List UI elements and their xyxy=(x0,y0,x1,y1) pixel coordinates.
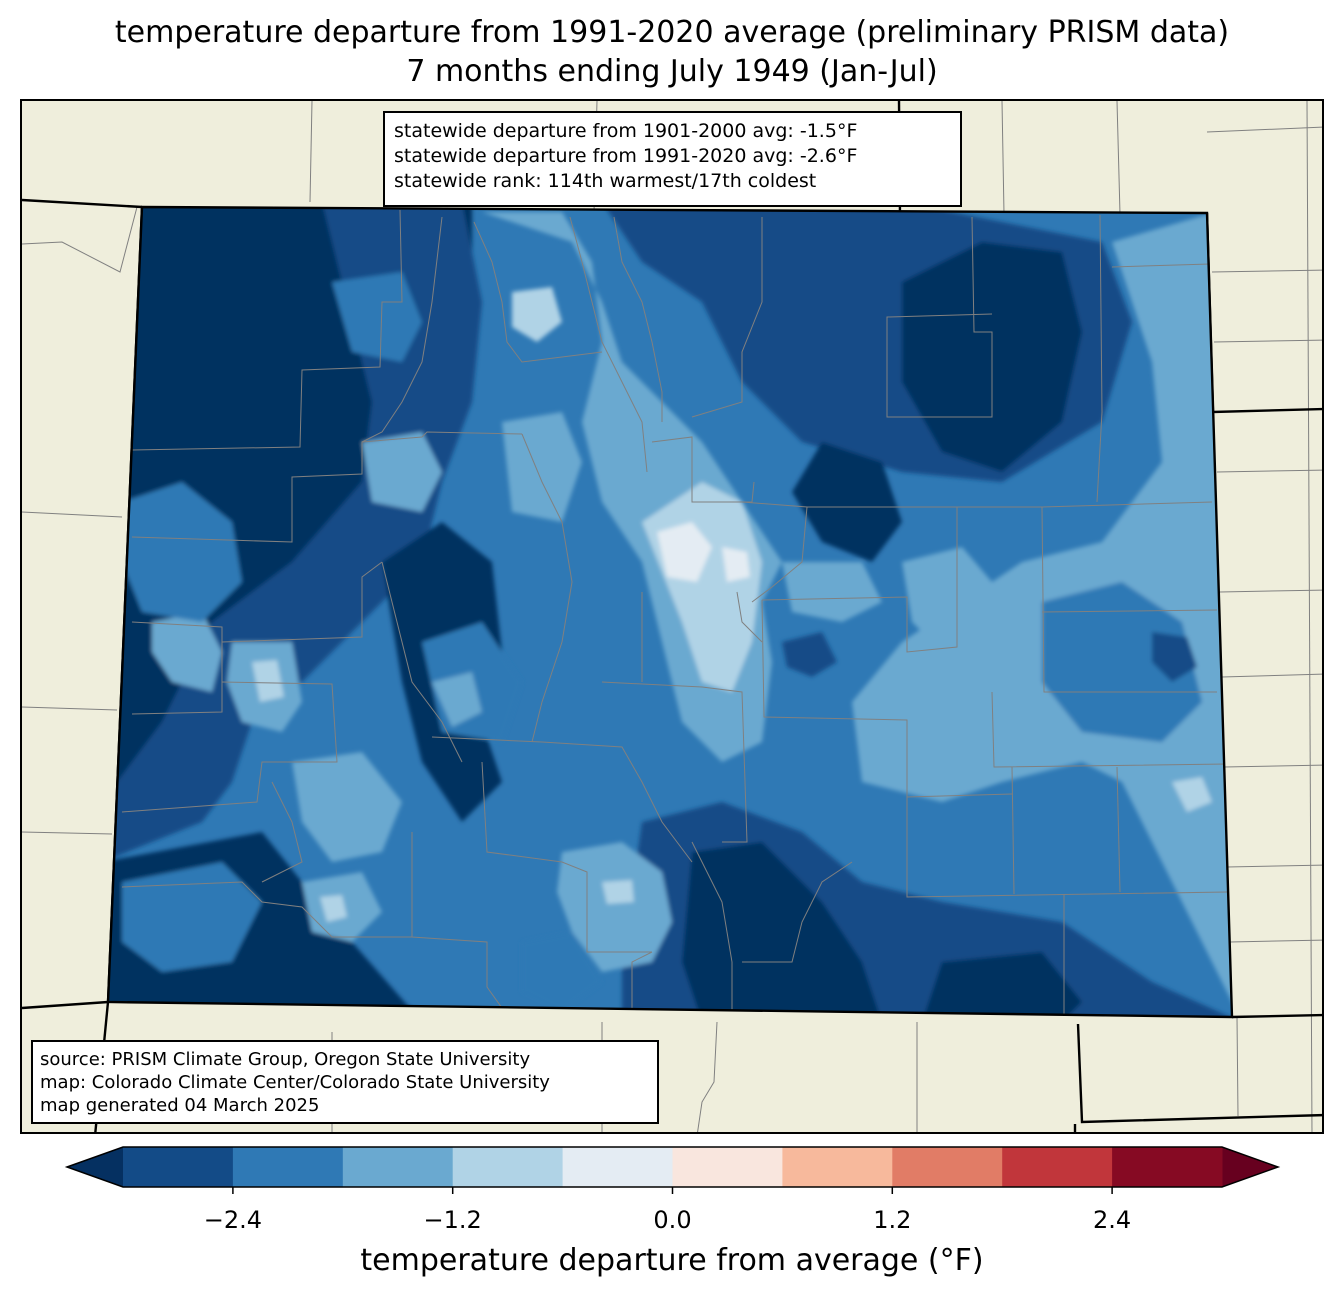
map-title: temperature departure from 1991-2020 ave… xyxy=(114,15,1230,50)
colorbar-label: temperature departure from average (°F) xyxy=(360,1243,984,1278)
statewide-stats-box: statewide departure from 1901-2000 avg: … xyxy=(383,111,962,207)
county-lines xyxy=(121,209,1228,1017)
colorbar-segment xyxy=(123,1147,234,1187)
source-box: source: PRISM Climate Group, Oregon Stat… xyxy=(31,1040,659,1124)
colorbar-segment xyxy=(562,1147,673,1187)
colorbar-segment xyxy=(672,1147,783,1187)
colorbar-outline xyxy=(64,1146,1281,1188)
map-frame xyxy=(20,99,1324,1134)
colorbar-segment xyxy=(892,1147,1003,1187)
colorbar-under-arrow xyxy=(67,1147,123,1187)
colorbar-tick-label: −1.2 xyxy=(423,1206,482,1234)
colorbar-over-arrow xyxy=(1222,1147,1278,1187)
map-credit-text: map: Colorado Climate Center/Colorado St… xyxy=(40,1072,550,1093)
departure-1991-2020-text: statewide departure from 1991-2020 avg: … xyxy=(394,145,858,167)
colorbar-segment xyxy=(782,1147,893,1187)
map-subtitle: 7 months ending July 1949 (Jan-Jul) xyxy=(406,54,938,89)
colorado-border xyxy=(106,205,1234,1019)
colorbar-tick-label: 1.2 xyxy=(873,1206,912,1234)
generated-date-text: map generated 04 March 2025 xyxy=(40,1095,320,1116)
colorbar-segment xyxy=(452,1147,564,1187)
source-text: source: PRISM Climate Group, Oregon Stat… xyxy=(40,1049,531,1070)
colorbar-tick-label: −2.4 xyxy=(203,1206,263,1234)
colorbar-segment xyxy=(1112,1147,1223,1187)
colorbar-segment xyxy=(232,1147,344,1187)
colorbar-segment xyxy=(1002,1147,1113,1187)
colorbar xyxy=(64,1146,1281,1194)
colorbar-tick-label: 2.4 xyxy=(1093,1206,1132,1234)
temperature-field xyxy=(108,207,1232,1017)
colorbar-segment xyxy=(342,1147,454,1187)
colorado-map xyxy=(22,101,1322,1132)
statewide-rank-text: statewide rank: 114th warmest/17th colde… xyxy=(394,170,817,192)
colorbar-tick-label: 0.0 xyxy=(653,1206,692,1234)
departure-1901-2000-text: statewide departure from 1901-2000 avg: … xyxy=(394,120,858,142)
